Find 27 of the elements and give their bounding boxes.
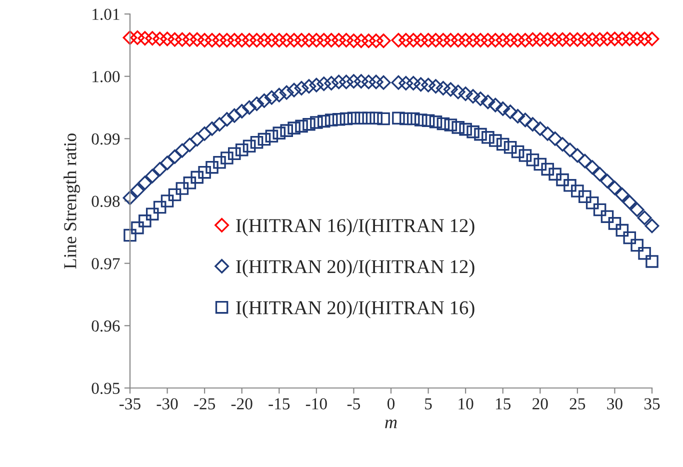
x-tick-label: 35 [644,398,660,410]
y-axis-title: Line Strength ratio [64,133,80,269]
y-tick-label: 0.99 [92,133,120,145]
x-tick-label: -30 [156,398,178,410]
y-tick-label: 1.01 [92,8,120,20]
y-tick-label: 0.96 [92,320,120,332]
x-tick-label: -20 [231,398,252,410]
x-axis-title: m [385,420,397,428]
x-tick-label: -10 [306,398,327,410]
x-tick-label: 5 [425,398,432,410]
x-tick-label: 10 [458,398,474,410]
x-tick-label: 20 [532,398,548,410]
legend-label: I(HITRAN 20)/I(HITRAN 12) [236,260,474,278]
y-tick-label: 0.95 [92,382,120,394]
legend-label: I(HITRAN 20)/I(HITRAN 16) [236,300,474,318]
x-tick-label: 25 [570,398,586,410]
x-tick-label: -35 [120,398,140,410]
x-tick-label: 30 [607,398,622,410]
legend-label: I(HITRAN 16)/I(HITRAN 12) [236,218,474,236]
x-tick-label: 15 [496,398,511,410]
x-tick-label: -15 [268,398,290,410]
x-tick-label: -5 [347,398,360,410]
y-tick-label: 0.98 [92,196,120,208]
x-tick-label: 0 [387,398,395,410]
y-tick-label: 1.00 [92,71,120,82]
x-tick-label: -25 [194,398,216,410]
y-tick-label: 0.97 [92,258,120,270]
